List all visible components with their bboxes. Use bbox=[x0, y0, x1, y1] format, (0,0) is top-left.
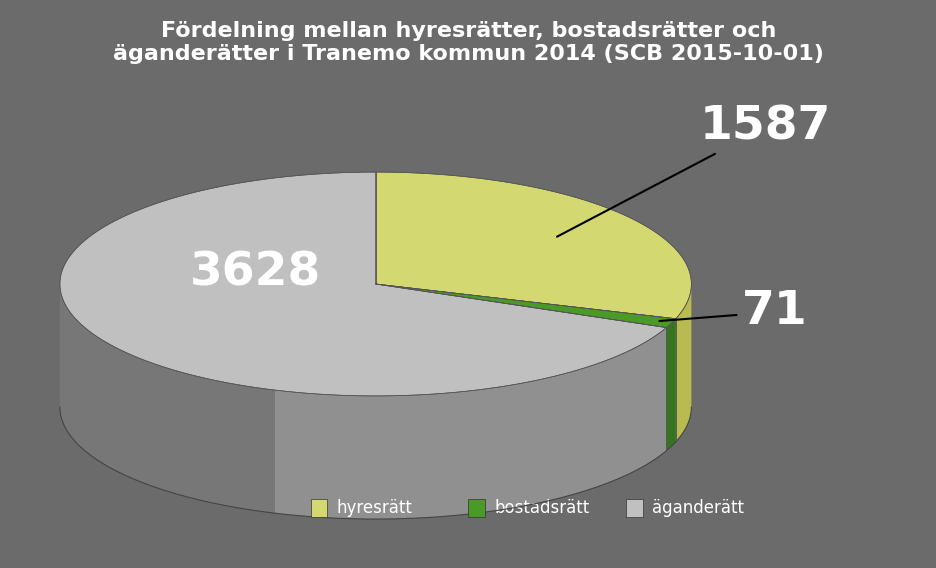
Polygon shape bbox=[60, 285, 274, 513]
Polygon shape bbox=[375, 172, 691, 319]
Text: äganderätt: äganderätt bbox=[651, 499, 743, 517]
Polygon shape bbox=[665, 319, 675, 451]
Text: hyresrätt: hyresrätt bbox=[336, 499, 412, 517]
Text: 71: 71 bbox=[659, 290, 807, 335]
Polygon shape bbox=[675, 285, 691, 442]
Bar bbox=[311, 499, 327, 517]
Polygon shape bbox=[60, 172, 665, 396]
Text: 1587: 1587 bbox=[556, 105, 830, 237]
Text: 3628: 3628 bbox=[190, 250, 321, 295]
Bar bbox=[468, 499, 485, 517]
Text: Fördelning mellan hyresrätter, bostadsrätter och
äganderätter i Tranemo kommun 2: Fördelning mellan hyresrätter, bostadsrä… bbox=[113, 21, 823, 64]
Bar bbox=[625, 499, 642, 517]
Text: bostadsrätt: bostadsrätt bbox=[494, 499, 589, 517]
Polygon shape bbox=[60, 285, 665, 519]
Polygon shape bbox=[375, 284, 675, 328]
